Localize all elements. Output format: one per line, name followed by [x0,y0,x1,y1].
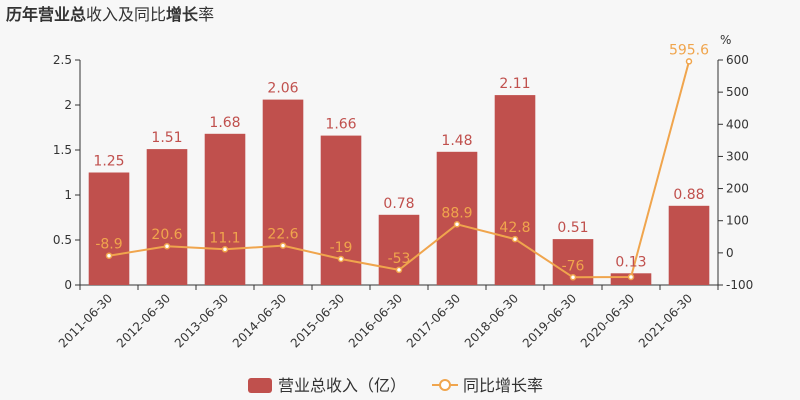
bar-value-label: 1.51 [151,130,182,146]
line-point[interactable] [221,246,229,253]
y-right-tick-label: 100 [726,214,749,228]
y-right-unit: % [720,33,731,47]
y-right-tick-label: 0 [726,246,734,260]
line-point[interactable] [511,235,519,243]
data-labels: 1.25 1.51 1.68 2.06 1.66 0.78 1.48 2.11 0.51 0.13… [93,42,709,274]
x-tick-label: 2016-06-30 [346,291,405,350]
line-value-label: 11.1 [209,230,240,246]
title-part-2: 营业总 [38,5,86,24]
bar-value-label: 0.78 [383,196,414,212]
line-value-label: -76 [562,258,585,274]
line-point[interactable] [627,273,635,281]
bar[interactable] [378,214,420,285]
title-part-3: 收入及同比 [86,5,166,24]
x-tick-label: 2018-06-30 [462,291,521,350]
bar-value-label: 1.48 [441,133,472,149]
legend-line-marker [439,379,451,391]
legend-line-label: 同比增长率 [463,376,543,395]
y-right-tick-label: 500 [726,85,749,99]
bar-value-label: 1.68 [209,115,240,131]
line-point[interactable] [105,252,113,259]
y-left-tick-label: 1.5 [53,143,72,157]
legend-bar-label: 营业总收入（亿） [278,376,406,395]
x-tick-label: 2021-06-30 [636,291,695,350]
bar-value-label: 0.13 [615,254,646,270]
x-tick-label: 2020-06-30 [578,291,637,350]
line-value-label: 595.6 [669,42,709,58]
line-value-label: 42.8 [499,220,530,236]
legend-bar-swatch [248,378,272,393]
title-part-5: 率 [198,5,214,24]
line-point[interactable] [337,255,345,263]
line-point[interactable] [453,221,461,228]
line-point[interactable] [395,266,403,274]
title-part-1: 历年 [6,5,38,24]
bar[interactable] [668,205,710,285]
line-value-label: -8.9 [95,237,122,253]
line-value-label: 22.6 [267,227,298,243]
x-tick-label: 2012-06-30 [114,291,173,350]
legend[interactable]: 营业总收入（亿） 同比增长率 [248,376,543,395]
x-tick-label: 2014-06-30 [230,291,289,350]
y-left-tick-label: 2.5 [53,53,72,67]
line-value-label: 88.9 [441,205,472,221]
x-tick-label: 2015-06-30 [288,291,347,350]
line-series [105,58,693,281]
bar[interactable] [494,95,536,285]
bar[interactable] [146,149,188,285]
line-point[interactable] [569,274,577,281]
bar-value-label: 1.66 [325,117,356,133]
line-point[interactable] [163,242,171,250]
x-tick-label: 2011-06-30 [56,291,115,350]
bar[interactable] [204,133,246,285]
y-left-tick-label: 2 [64,98,72,112]
line-value-label: 20.6 [151,227,182,243]
x-tick-label: 2013-06-30 [172,291,231,350]
bar-value-label: 2.11 [499,76,530,92]
y-left-tick-label: 0.5 [53,233,72,247]
y-right-tick-label: -100 [726,278,753,292]
y-left-tick-label: 1 [64,188,72,202]
y-right-tick-label: 300 [726,149,749,163]
bar[interactable] [436,151,478,285]
title-part-4: 增长 [166,5,199,24]
bar-value-label: 2.06 [267,81,298,97]
y-left-tick-label: 0 [64,278,72,292]
x-tick-label: 2017-06-30 [404,291,463,350]
line-point[interactable] [685,58,693,65]
bar[interactable] [88,172,130,286]
chart-title: 历年营业总收入及同比增长率 [6,5,214,24]
bar-value-label: 1.25 [93,154,124,170]
line-value-label: -19 [330,240,353,256]
bar-series [88,95,710,286]
line-point[interactable] [279,242,287,249]
y-right-tick-label: 400 [726,117,749,131]
y-right-tick-label: 600 [726,53,749,67]
bar[interactable] [262,99,304,285]
bar-value-label: 0.51 [557,220,588,236]
x-tick-label: 2019-06-30 [520,291,579,350]
y-right-tick-label: 200 [726,182,749,196]
bar-value-label: 0.88 [673,187,704,203]
line-value-label: -53 [388,251,411,267]
